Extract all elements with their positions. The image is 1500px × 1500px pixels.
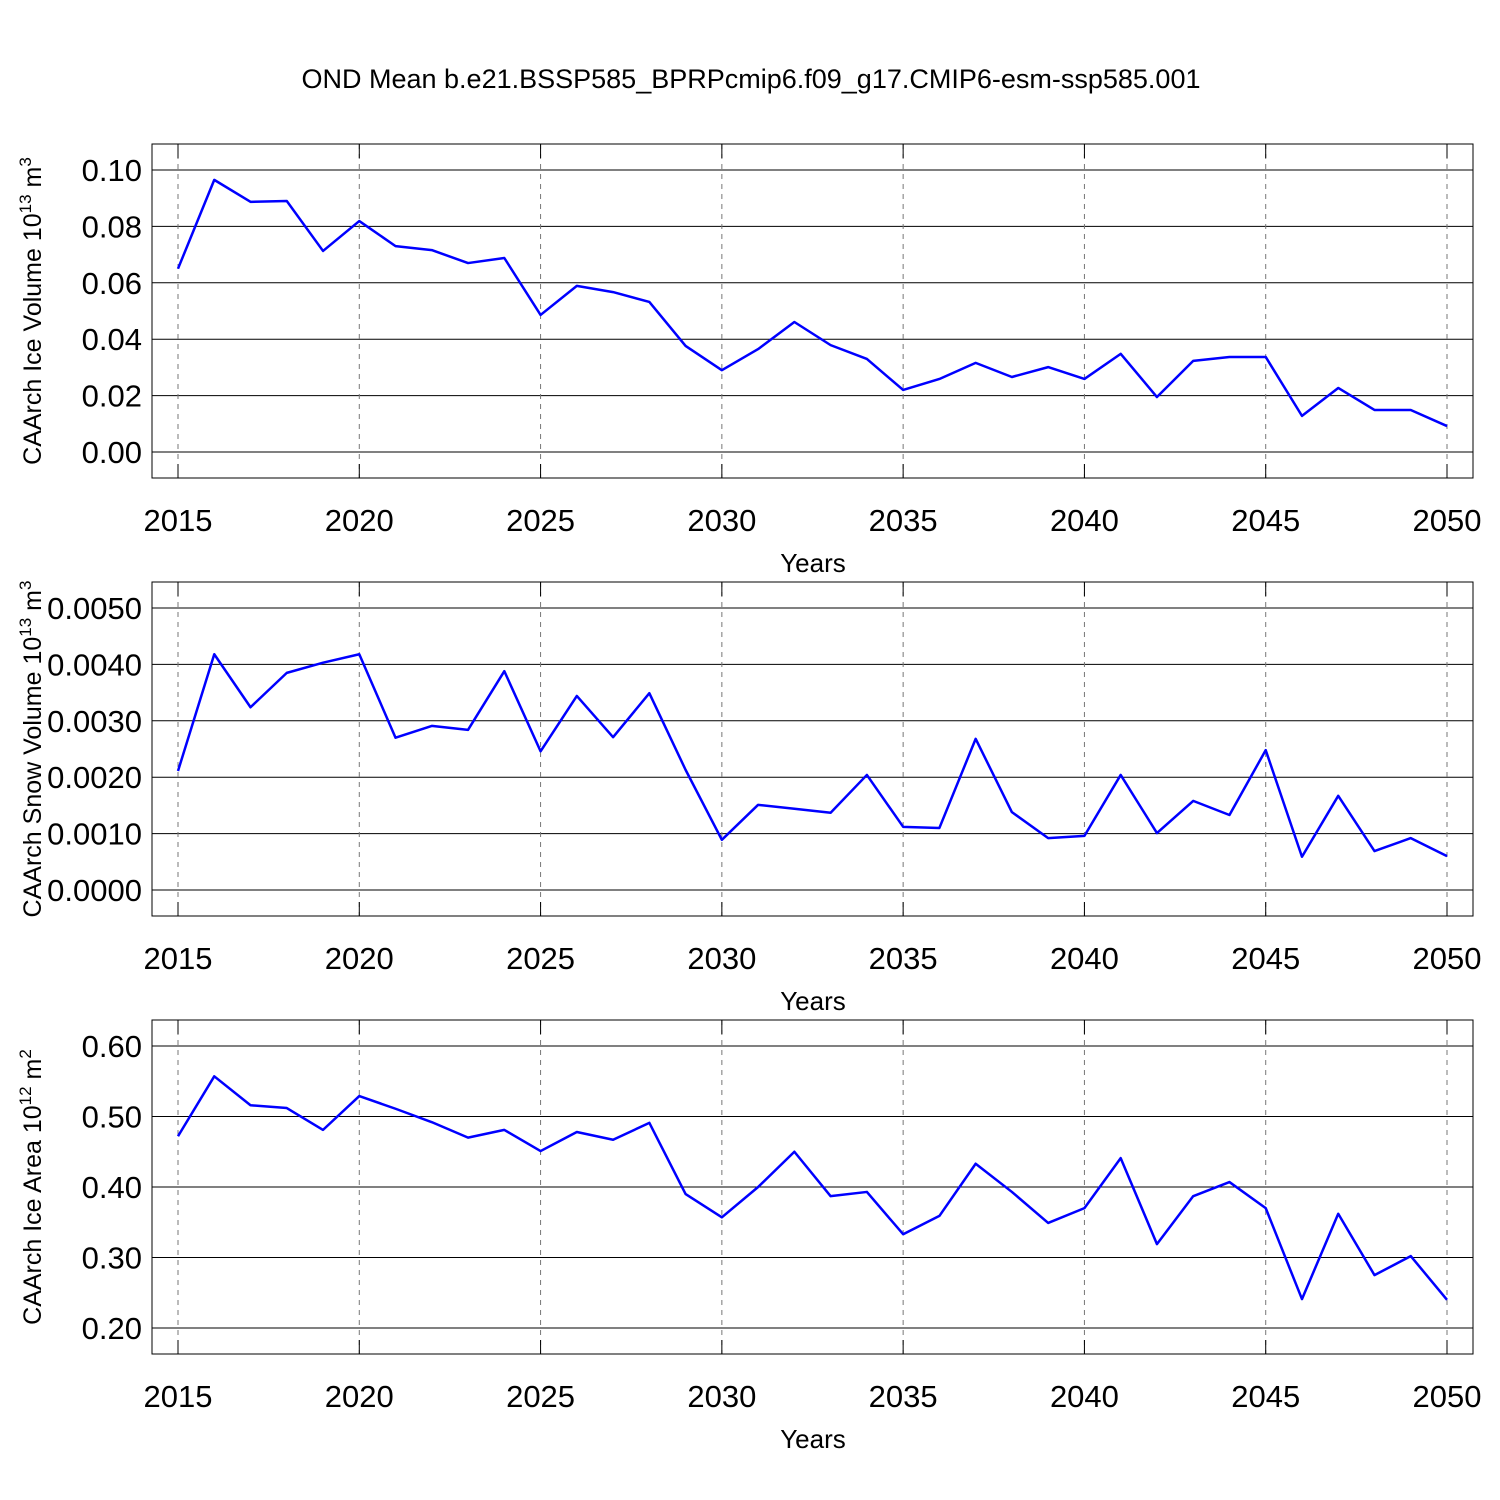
y-label-superscript: 13 bbox=[16, 618, 35, 637]
y-label-superscript: 3 bbox=[16, 157, 35, 166]
y-tick-label: 0.0010 bbox=[47, 817, 142, 852]
x-tick-label: 2050 bbox=[1413, 503, 1482, 538]
x-axis-label: Years bbox=[780, 1424, 846, 1454]
y-tick-label: 0.0020 bbox=[47, 760, 142, 795]
y-tick-label: 0.0030 bbox=[47, 704, 142, 739]
x-tick-label: 2040 bbox=[1050, 1379, 1119, 1414]
x-tick-label: 2035 bbox=[869, 1379, 938, 1414]
x-tick-label: 2015 bbox=[144, 941, 213, 976]
y-label-wrap: CAArch Ice Volume 1013 m3 bbox=[16, 157, 47, 465]
y-label-superscript: 2 bbox=[16, 1049, 35, 1058]
data-line bbox=[176, 178, 1448, 428]
x-tick-label: 2035 bbox=[869, 941, 938, 976]
y-tick-label: 0.60 bbox=[82, 1029, 142, 1064]
panel: 0.0000 0.0010 0.0020 0.0030 0.0040 0.0050 2015… bbox=[16, 581, 1481, 1016]
x-tick-label: 2045 bbox=[1231, 941, 1300, 976]
y-tick-label: 0.20 bbox=[82, 1311, 142, 1346]
y-tick-label: 0.0000 bbox=[47, 873, 142, 908]
y-axis-label: CAArch Ice Area 1012 m2 bbox=[16, 1049, 47, 1325]
y-tick-label: 0.30 bbox=[82, 1241, 142, 1276]
y-label-text: CAArch Snow Volume 10 bbox=[19, 637, 47, 918]
y-tick-label: 0.0040 bbox=[47, 647, 142, 682]
x-tick-label: 2040 bbox=[1050, 503, 1119, 538]
y-axis-label: CAArch Snow Volume 1013 m3 bbox=[16, 581, 47, 918]
x-axis-label: Years bbox=[780, 548, 846, 578]
y-label-text: m bbox=[19, 167, 47, 195]
y-tick-label: 0.02 bbox=[82, 379, 142, 414]
panel: 0.20 0.30 0.40 0.50 0.60 2015 2020 2025 2030 2035… bbox=[16, 1019, 1482, 1454]
y-tick-label: 0.06 bbox=[82, 266, 142, 301]
x-tick-label: 2030 bbox=[687, 1379, 756, 1414]
y-label-superscript: 12 bbox=[16, 1086, 35, 1105]
x-tick-label: 2050 bbox=[1413, 1379, 1482, 1414]
plot-frame bbox=[151, 581, 1474, 917]
x-tick-label: 2020 bbox=[325, 503, 394, 538]
y-tick-label: 0.40 bbox=[82, 1170, 142, 1205]
x-axis-label: Years bbox=[780, 986, 846, 1016]
x-tick-label: 2020 bbox=[325, 941, 394, 976]
x-tick-label: 2020 bbox=[325, 1379, 394, 1414]
y-label-superscript: 13 bbox=[16, 194, 35, 213]
y-tick-label: 0.08 bbox=[82, 209, 142, 244]
x-tick-label: 2025 bbox=[506, 503, 575, 538]
plot-frame bbox=[151, 1019, 1474, 1355]
plot-frame bbox=[151, 143, 1474, 479]
x-tick-label: 2030 bbox=[687, 941, 756, 976]
figure-title: OND Mean b.e21.BSSP585_BPRPcmip6.f09_g17… bbox=[302, 64, 1201, 94]
x-tick-label: 2030 bbox=[687, 503, 756, 538]
x-tick-label: 2025 bbox=[506, 1379, 575, 1414]
y-label-wrap: CAArch Snow Volume 1013 m3 bbox=[16, 581, 47, 918]
x-tick-label: 2025 bbox=[506, 941, 575, 976]
data-line bbox=[176, 1075, 1448, 1301]
y-label-wrap: CAArch Ice Area 1012 m2 bbox=[16, 1049, 47, 1325]
y-tick-label: 0.10 bbox=[82, 153, 142, 188]
y-label-superscript: 3 bbox=[16, 581, 35, 590]
x-tick-label: 2045 bbox=[1231, 1379, 1300, 1414]
x-tick-label: 2045 bbox=[1231, 503, 1300, 538]
x-tick-label: 2015 bbox=[144, 503, 213, 538]
y-label-text: m bbox=[19, 1059, 47, 1087]
data-line bbox=[176, 652, 1448, 858]
x-tick-label: 2015 bbox=[144, 1379, 213, 1414]
y-tick-label: 0.00 bbox=[82, 435, 142, 470]
y-label-text: m bbox=[19, 590, 47, 618]
x-tick-label: 2040 bbox=[1050, 941, 1119, 976]
x-tick-label: 2035 bbox=[869, 503, 938, 538]
y-tick-label: 0.04 bbox=[82, 322, 142, 357]
y-tick-label: 0.0050 bbox=[47, 591, 142, 626]
y-axis-label: CAArch Ice Volume 1013 m3 bbox=[16, 157, 47, 465]
x-tick-label: 2050 bbox=[1413, 941, 1482, 976]
panel: 0.00 0.02 0.04 0.06 0.08 0.10 2015 2020 2025 2030… bbox=[16, 143, 1482, 578]
y-label-text: CAArch Ice Area 10 bbox=[19, 1105, 47, 1325]
y-tick-label: 0.50 bbox=[82, 1100, 142, 1135]
y-label-text: CAArch Ice Volume 10 bbox=[19, 213, 47, 465]
